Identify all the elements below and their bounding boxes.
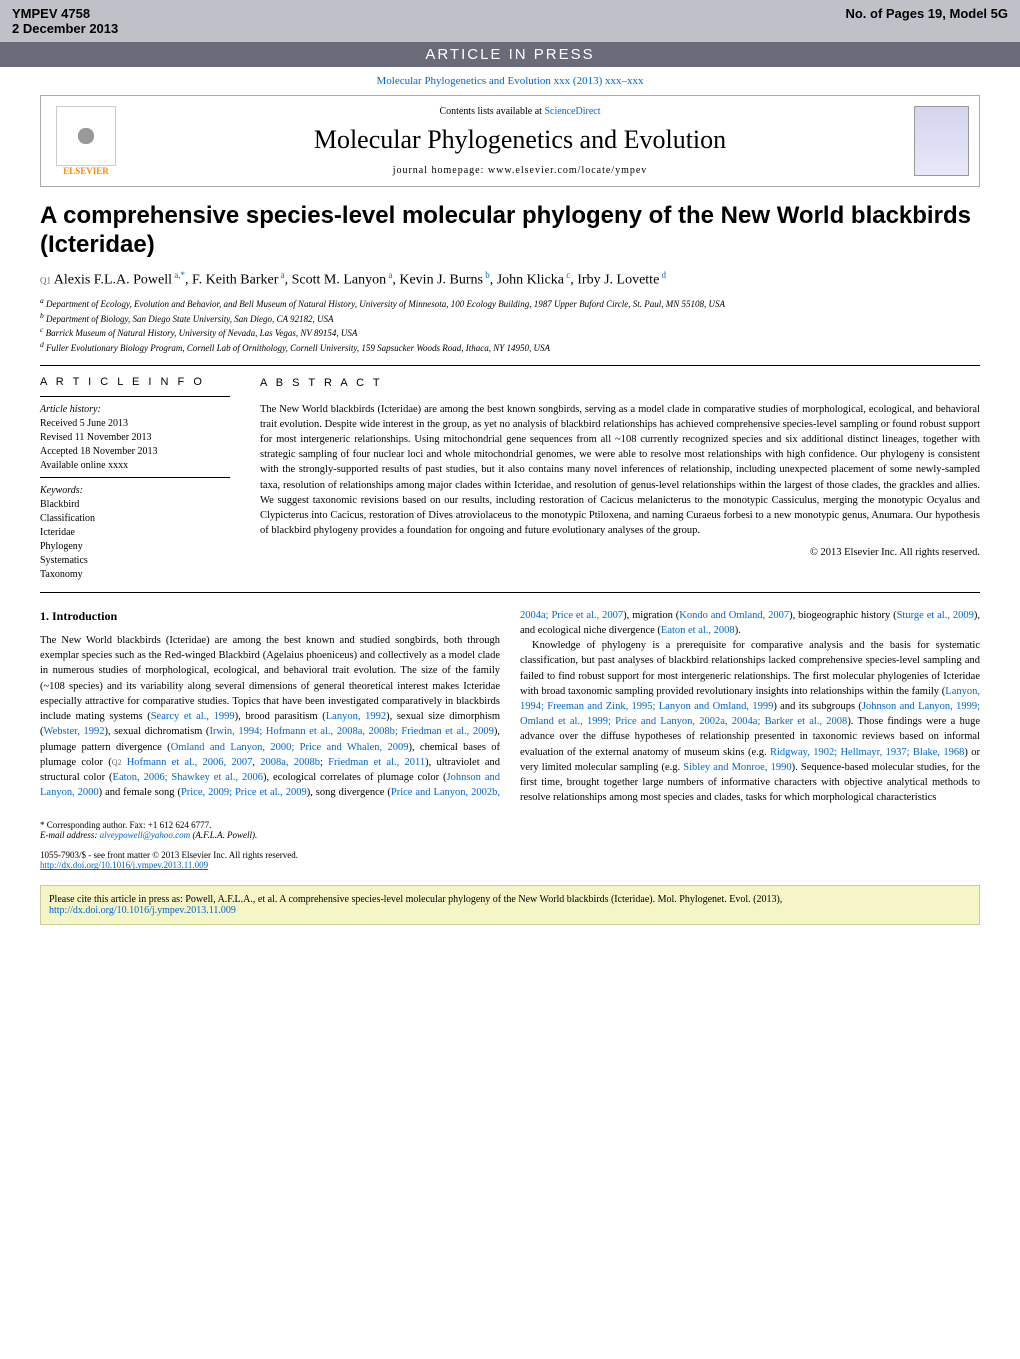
journal-name: Molecular Phylogenetics and Evolution — [141, 125, 899, 155]
cite-box-text: Please cite this article in press as: Po… — [49, 894, 782, 905]
page-count: No. of Pages 19, Model 5G — [845, 6, 1008, 36]
article-info: A R T I C L E I N F O Article history: R… — [40, 366, 240, 592]
cite-box-link[interactable]: http://dx.doi.org/10.1016/j.ympev.2013.1… — [49, 905, 236, 916]
keywords-label: Keywords: — [40, 484, 230, 498]
history-label: Article history: — [40, 403, 230, 417]
cite-webster[interactable]: Webster, 1992 — [44, 726, 105, 737]
info-abstract-block: A R T I C L E I N F O Article history: R… — [40, 365, 980, 593]
keyword-2: Icteridae — [40, 526, 230, 540]
elsevier-tree-icon — [56, 106, 116, 166]
affiliation-d: d Fuller Evolutionary Biology Program, C… — [40, 340, 980, 355]
abstract-copyright: © 2013 Elsevier Inc. All rights reserved… — [260, 545, 980, 560]
revised: Revised 11 November 2013 — [40, 431, 230, 445]
affiliation-b: b Department of Biology, San Diego State… — [40, 311, 980, 326]
intro-heading: 1. Introduction — [40, 608, 500, 625]
copyright-text: 1055-7903/$ - see front matter © 2013 El… — [40, 850, 980, 860]
abstract-text: The New World blackbirds (Icteridae) are… — [260, 402, 980, 539]
cite-eaton08[interactable]: Eaton et al., 2008 — [661, 625, 735, 636]
accepted: Accepted 18 November 2013 — [40, 445, 230, 459]
keyword-1: Classification — [40, 512, 230, 526]
cite-ridgway[interactable]: Ridgway, 1902; Hellmayr, 1937; Blake, 19… — [770, 747, 964, 758]
keyword-5: Taxonomy — [40, 568, 230, 582]
affiliation-c: c Barrick Museum of Natural History, Uni… — [40, 325, 980, 340]
cite-lanyon92[interactable]: Lanyon, 1992 — [326, 711, 386, 722]
journal-link-anchor[interactable]: Molecular Phylogenetics and Evolution xx… — [376, 75, 643, 87]
body-text: 1. Introduction The New World blackbirds… — [40, 608, 980, 806]
received: Received 5 June 2013 — [40, 417, 230, 431]
email-line: E-mail address: alveypowell@yahoo.com (A… — [40, 830, 980, 840]
cover-thumbnail-box — [909, 101, 979, 181]
article-history: Article history: Received 5 June 2013 Re… — [40, 396, 230, 473]
contents-line: Contents lists available at ScienceDirec… — [141, 106, 899, 117]
cite-sturge[interactable]: Sturge et al., 2009 — [897, 610, 974, 621]
query-q1: Q1 — [40, 275, 51, 285]
cite-omland[interactable]: Omland and Lanyon, 2000; Price and Whale… — [171, 742, 409, 753]
journal-citation-link: Molecular Phylogenetics and Evolution xx… — [0, 67, 1020, 95]
contents-label: Contents lists available at — [439, 106, 544, 117]
cite-irwin[interactable]: Irwin, 1994; Hofmann et al., 2008a, 2008… — [209, 726, 493, 737]
header-date: 2 December 2013 — [12, 21, 118, 36]
cite-price09[interactable]: Price, 2009; Price et al., 2009 — [181, 787, 307, 798]
journal-code: YMPEV 4758 — [12, 6, 118, 21]
keyword-0: Blackbird — [40, 498, 230, 512]
keyword-3: Phylogeny — [40, 540, 230, 554]
cite-searcy[interactable]: Searcy et al., 1999 — [151, 711, 235, 722]
info-heading: A R T I C L E I N F O — [40, 376, 230, 388]
citation-box: Please cite this article in press as: Po… — [40, 885, 980, 925]
cite-hofmann-b[interactable]: 2008a, 2008b — [260, 757, 320, 768]
footnote: * Corresponding author. Fax: +1 612 624 … — [40, 820, 980, 840]
cite-kondo[interactable]: Kondo and Omland, 2007 — [679, 610, 789, 621]
cite-hofmann[interactable]: Hofmann et al., 2006, 2007 — [127, 757, 253, 768]
affiliation-a: a Department of Ecology, Evolution and B… — [40, 296, 980, 311]
keywords-section: Keywords: Blackbird Classification Icter… — [40, 477, 230, 582]
abstract: A B S T R A C T The New World blackbirds… — [240, 366, 980, 592]
article-content: A comprehensive species-level molecular … — [40, 202, 980, 870]
cite-eaton[interactable]: Eaton, 2006; Shawkey et al., 2006 — [113, 772, 263, 783]
author-list: Q1 Alexis F.L.A. Powell a,*, F. Keith Ba… — [40, 270, 980, 289]
keyword-4: Systematics — [40, 554, 230, 568]
cite-friedman[interactable]: Friedman et al., 2011 — [328, 757, 425, 768]
publisher-name: ELSEVIER — [46, 166, 126, 176]
abstract-heading: A B S T R A C T — [260, 376, 980, 392]
online: Available online xxxx — [40, 459, 230, 473]
header-bar: YMPEV 4758 2 December 2013 No. of Pages … — [0, 0, 1020, 42]
masthead: ELSEVIER Contents lists available at Sci… — [40, 95, 980, 187]
intro-para-2: Knowledge of phylogeny is a prerequisite… — [520, 638, 980, 805]
article-title: A comprehensive species-level molecular … — [40, 202, 980, 260]
email-link[interactable]: alveypowell@yahoo.com — [100, 830, 191, 840]
cite-sibley[interactable]: Sibley and Monroe, 1990 — [683, 762, 791, 773]
doi-link[interactable]: http://dx.doi.org/10.1016/j.ympev.2013.1… — [40, 860, 208, 870]
query-q2: Q2 — [112, 758, 122, 767]
publisher-logo-box: ELSEVIER — [41, 101, 131, 181]
cover-thumbnail — [914, 106, 969, 176]
homepage-line: journal homepage: www.elsevier.com/locat… — [141, 165, 899, 176]
article-status: ARTICLE IN PRESS — [0, 42, 1020, 67]
corresponding-author: * Corresponding author. Fax: +1 612 624 … — [40, 820, 980, 830]
sciencedirect-link[interactable]: ScienceDirect — [544, 106, 600, 117]
copyright-footer: 1055-7903/$ - see front matter © 2013 El… — [40, 850, 980, 870]
affiliations: a Department of Ecology, Evolution and B… — [40, 296, 980, 354]
masthead-center: Contents lists available at ScienceDirec… — [131, 96, 909, 186]
